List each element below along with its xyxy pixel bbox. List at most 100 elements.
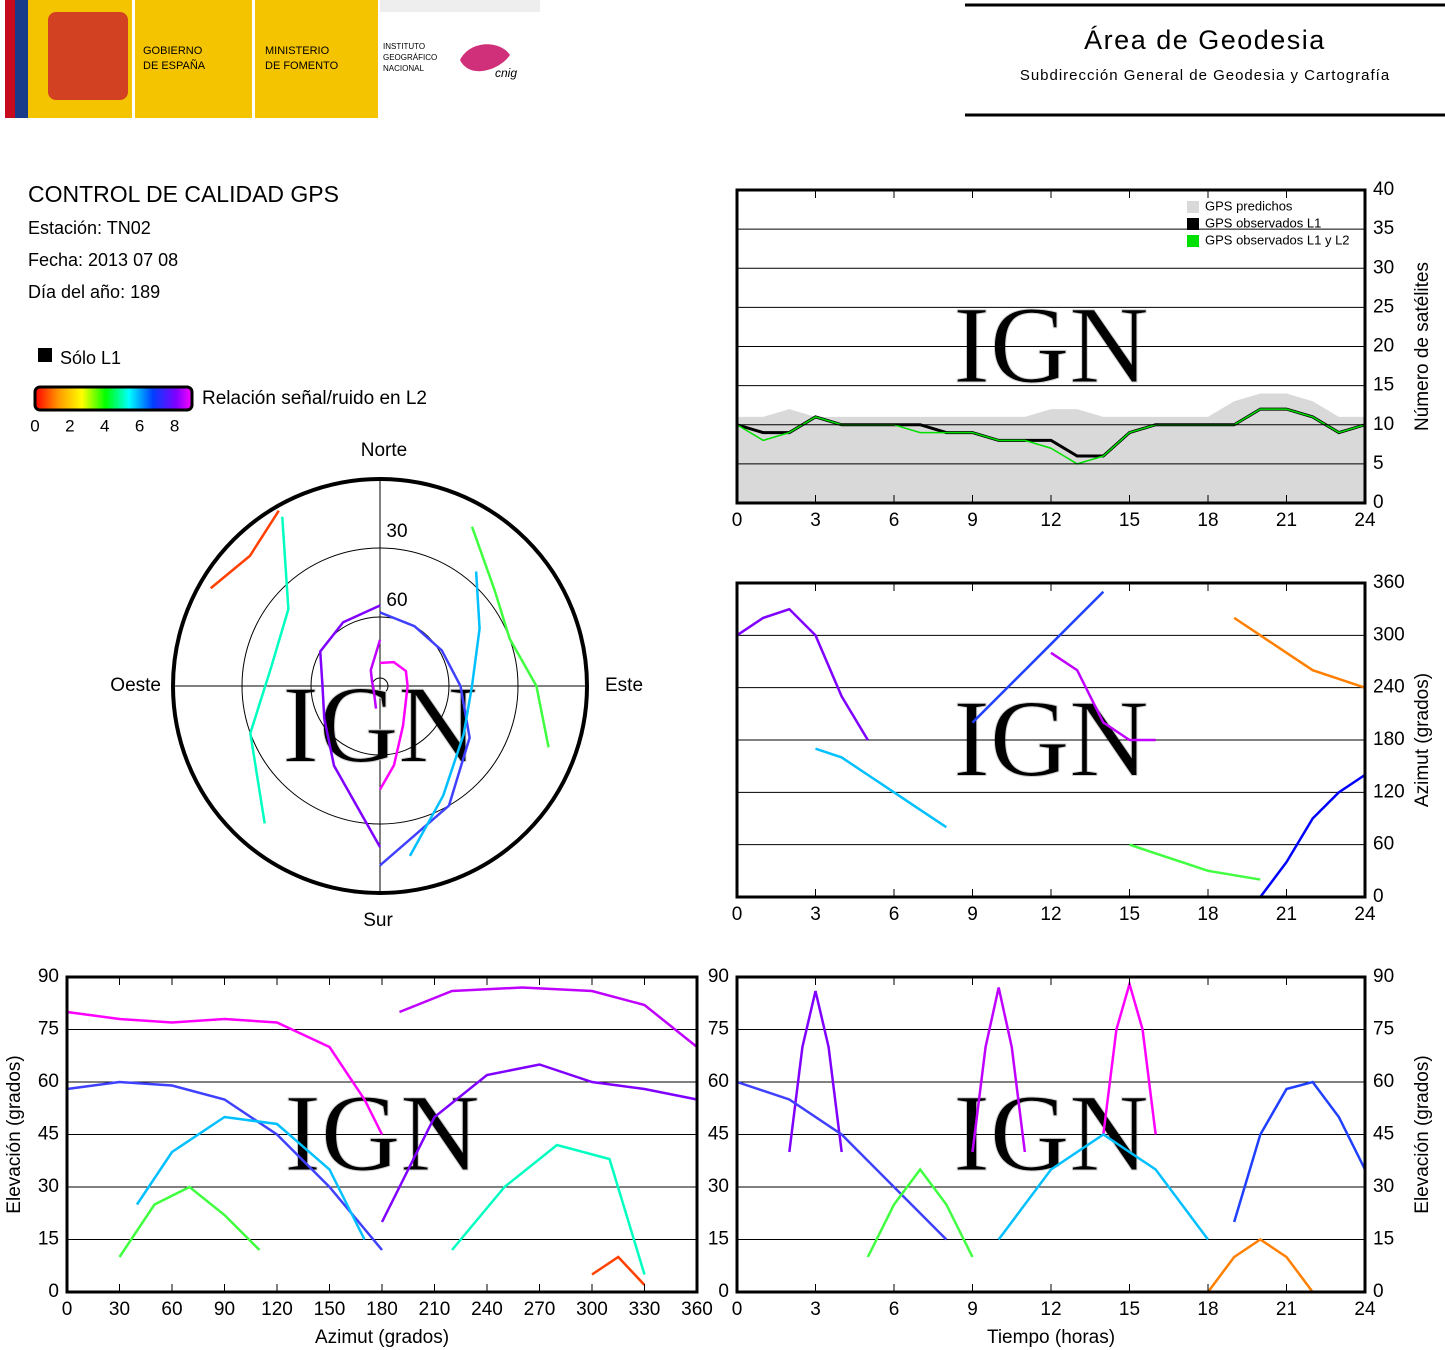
track: [1206, 1237, 1314, 1293]
y-tick-label: 15: [1373, 1229, 1394, 1250]
y-tick-label: 75: [1373, 1019, 1394, 1040]
y-axis-title: Número de satélites: [1412, 262, 1433, 431]
y-tick-label: 5: [1373, 453, 1384, 474]
track: [736, 1080, 948, 1241]
y-tick-label: 60: [1373, 1071, 1394, 1092]
colorbar-tick-label: 4: [100, 416, 109, 435]
plot-frame: [735, 581, 1367, 899]
colorbar-tick-label: 8: [170, 416, 179, 435]
x-tick-label: 12: [1040, 904, 1061, 925]
x-axis-title: Tiempo (horas): [987, 1327, 1115, 1348]
x-tick-label: 21: [1276, 1299, 1297, 1320]
track: [736, 607, 869, 741]
x-tick-label: 18: [1197, 510, 1218, 531]
legend-label: GPS observados L1: [1205, 215, 1321, 230]
flag: [5, 0, 15, 118]
logo-text: NACIONAL: [383, 64, 424, 73]
legend-label: GPS predichos: [1205, 198, 1293, 213]
direction-label: Sur: [363, 910, 393, 931]
track: [788, 990, 843, 1153]
y-tick-label: 15: [38, 1229, 59, 1250]
legend-swatch: [1187, 235, 1199, 247]
y-tick-label: 75: [38, 1019, 59, 1040]
watermark: IGN: [953, 677, 1149, 799]
colorbar-tick-label: 6: [135, 416, 144, 435]
y-tick-label: 120: [1373, 781, 1405, 802]
track: [66, 1080, 383, 1251]
y-tick-label: 360: [1373, 572, 1405, 593]
x-tick-label: 120: [261, 1299, 293, 1320]
y-tick-label: 240: [1373, 677, 1405, 698]
logo-bg: [380, 0, 540, 12]
x-tick-label: 330: [629, 1299, 661, 1320]
x-tick-label: 24: [1354, 1299, 1376, 1320]
colorbar: [33, 385, 194, 412]
track: [379, 611, 471, 867]
y-tick-label: 30: [1373, 1176, 1394, 1197]
direction-label: Este: [605, 675, 643, 696]
x-tick-label: 0: [732, 1299, 743, 1320]
logo-text: cnig: [495, 66, 517, 80]
legend-swatch: [1187, 218, 1199, 230]
x-tick-label: 300: [576, 1299, 608, 1320]
y-tick-label: 30: [1373, 257, 1394, 278]
track: [470, 526, 550, 748]
ring: [241, 547, 519, 825]
y-tick-label: 300: [1373, 624, 1405, 645]
y-tick-label: 35: [1373, 218, 1394, 239]
y-tick-label: 0: [1373, 1281, 1384, 1302]
y-tick-label: 60: [1373, 834, 1394, 855]
y-tick-label: 0: [718, 1281, 729, 1302]
y-tick-label: 20: [1373, 336, 1394, 357]
x-tick-label: 270: [524, 1299, 556, 1320]
track: [118, 1185, 261, 1258]
track: [249, 516, 290, 824]
y-tick-label: 15: [1373, 375, 1394, 396]
y-tick-label: 25: [1373, 296, 1394, 317]
cnig-logo: [460, 44, 510, 72]
horizon: [171, 477, 589, 895]
x-tick-label: 360: [681, 1299, 713, 1320]
plot-frame: [735, 975, 1367, 1294]
track: [1129, 843, 1261, 881]
logo-text: DE FOMENTO: [265, 60, 339, 72]
l1-label: Sólo L1: [60, 348, 121, 368]
watermark: IGN: [953, 1072, 1149, 1194]
y-axis-title: Elevación (grados): [1412, 1055, 1433, 1213]
ring-label: 30: [386, 521, 407, 542]
x-tick-label: 30: [109, 1299, 130, 1320]
header-subtitle: Subdirección General de Geodesia y Carto…: [1020, 67, 1390, 84]
x-tick-label: 6: [889, 510, 900, 531]
x-tick-label: 3: [810, 510, 821, 531]
x-tick-label: 15: [1119, 1299, 1140, 1320]
track: [971, 590, 1105, 724]
x-tick-label: 60: [161, 1299, 182, 1320]
track: [451, 1143, 646, 1275]
y-tick-label: 60: [38, 1071, 59, 1092]
x-tick-label: 3: [810, 904, 821, 925]
colorbar-tick-label: 0: [30, 416, 39, 435]
track: [209, 510, 280, 590]
x-tick-label: 0: [732, 904, 743, 925]
x-tick-label: 9: [967, 1299, 978, 1320]
legend-label: GPS observados L1 y L2: [1205, 232, 1350, 247]
x-tick-label: 150: [314, 1299, 346, 1320]
header-title: Área de Geodesia: [1084, 25, 1326, 55]
y-tick-label: 180: [1373, 729, 1405, 750]
track: [1050, 651, 1156, 742]
logo-text: INSTITUTO: [383, 42, 425, 51]
y-tick-label: 0: [1373, 886, 1384, 907]
x-tick-label: 210: [419, 1299, 451, 1320]
track: [408, 571, 481, 857]
x-tick-label: 9: [967, 904, 978, 925]
x-tick-label: 9: [967, 510, 978, 531]
info-line: Día del año: 189: [28, 282, 160, 302]
y-tick-label: 90: [1373, 966, 1394, 987]
y-tick-label: 10: [1373, 414, 1394, 435]
y-tick-label: 15: [708, 1229, 729, 1250]
y-tick-label: 45: [38, 1124, 59, 1145]
x-axis-title: Azimut (grados): [315, 1327, 449, 1348]
legend-swatch: [1187, 201, 1199, 213]
ring: [310, 616, 450, 756]
y-tick-label: 40: [1373, 179, 1394, 200]
